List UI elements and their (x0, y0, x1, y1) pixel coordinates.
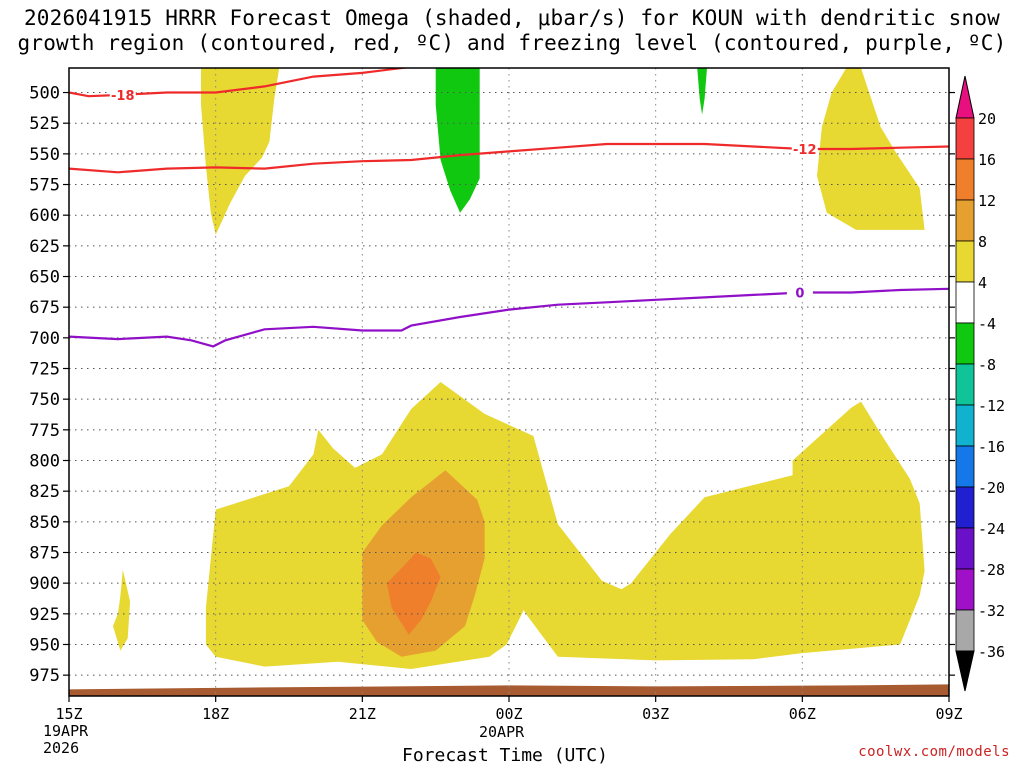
colorbar-segment (955, 486, 975, 529)
omega-region-4 (113, 569, 131, 651)
omega-region-0 (435, 68, 480, 213)
colorbar-label: 12 (978, 192, 996, 210)
y-tick-label: 525 (29, 114, 60, 134)
x-start-year-label: 2026 (43, 739, 80, 757)
x-tick-label: 21Z (349, 705, 376, 723)
contour-label-bg (109, 87, 136, 101)
y-tick-label: 650 (29, 268, 60, 288)
y-tick-label: 750 (29, 390, 60, 410)
y-tick-label: 500 (29, 84, 60, 104)
colorbar-segment (955, 240, 975, 283)
colorbar-label: -28 (978, 561, 1005, 579)
colorbar-label: 20 (978, 110, 996, 128)
x-tick-label: 00Z (495, 705, 522, 723)
y-tick-label: 575 (29, 176, 60, 196)
contour-label-2: 0 (795, 286, 804, 301)
contour-label-bg (786, 285, 813, 299)
colorbar-bottom-cap (955, 650, 975, 692)
y-tick-label: 725 (29, 360, 60, 380)
y-tick-label: 600 (29, 206, 60, 226)
colorbar-label: -20 (978, 479, 1005, 497)
colorbar-label: -12 (978, 397, 1005, 415)
contour-label-0: -18 (111, 89, 135, 104)
axes-layer: 500 525 550 575 600 625 650 675 700 725 750 775 800 8… (29, 67, 963, 723)
x-tick-label: 15Z (55, 705, 82, 723)
colorbar-label: -4 (978, 315, 996, 333)
chart-title-line1: 2026041915 HRRR Forecast Omega (shaded, … (23, 6, 1001, 30)
omega-region-2 (201, 68, 280, 235)
x-axis-label: Forecast Time (UTC) (402, 745, 608, 766)
colorbar-segment (955, 609, 975, 652)
colorbar-label: -32 (978, 602, 1005, 620)
x-tick-label: 09Z (935, 705, 962, 723)
contour-line-layer: -18 -12 0 (69, 68, 949, 348)
colorbar-label: -24 (978, 520, 1005, 538)
colorbar-segment (955, 117, 975, 160)
colorbar-label: -16 (978, 438, 1005, 456)
x-tick-label: 18Z (202, 705, 229, 723)
omega-shading-layer (113, 68, 925, 669)
contour-label-1: -12 (793, 143, 817, 158)
colorbar-segment (955, 363, 975, 406)
colorbar-label: -8 (978, 356, 996, 374)
y-tick-label: 875 (29, 543, 60, 563)
y-tick-label: 550 (29, 145, 60, 165)
y-tick-label: 850 (29, 513, 60, 533)
y-tick-label: 925 (29, 605, 60, 625)
x-day-change-label: 20APR (479, 723, 525, 741)
colorbar-label: 4 (978, 274, 987, 292)
y-tick-label: 675 (29, 298, 60, 318)
terrain-layer (69, 684, 949, 696)
colorbar-segment (955, 445, 975, 488)
y-tick-label: 975 (29, 666, 60, 686)
x-start-date-label: 19APR (43, 722, 89, 740)
y-tick-label: 900 (29, 574, 60, 594)
grid-layer (69, 68, 949, 696)
y-tick-label: 775 (29, 421, 60, 441)
colorbar-top-cap (955, 75, 975, 119)
terrain-band (69, 684, 949, 696)
colorbar-segment (955, 527, 975, 570)
chart-title-line2: growth region (contoured, red, ºC) and f… (17, 31, 1007, 55)
omega-region-5 (205, 382, 925, 669)
colorbar-label: 16 (978, 151, 996, 169)
credit-link[interactable]: coolwx.com/models (858, 744, 1010, 760)
chart-title: 2026041915 HRRR Forecast Omega (shaded, … (0, 6, 1024, 56)
y-tick-label: 950 (29, 635, 60, 655)
x-tick-label: 03Z (642, 705, 669, 723)
colorbar-segment (955, 404, 975, 447)
colorbar-segment (955, 281, 975, 324)
colorbar-label: 8 (978, 233, 987, 251)
y-tick-label: 825 (29, 482, 60, 502)
colorbar-segment (955, 199, 975, 242)
colorbar-segment (955, 568, 975, 611)
colorbar-segment (955, 322, 975, 365)
y-tick-label: 625 (29, 237, 60, 257)
colorbar-segment (955, 158, 975, 201)
contour-label-bg (791, 141, 818, 155)
omega-region-1 (697, 68, 707, 115)
colorbar: 20 16 12 8 4 -4 -8 -12 -16 -20 -24 -28 -32 -36 (955, 75, 1005, 692)
dgz-contour-0 (69, 68, 411, 98)
colorbar-label: -36 (978, 643, 1005, 661)
x-tick-label: 06Z (789, 705, 816, 723)
y-tick-label: 700 (29, 329, 60, 349)
y-tick-label: 800 (29, 452, 60, 472)
freezing-level-contour (69, 287, 949, 348)
